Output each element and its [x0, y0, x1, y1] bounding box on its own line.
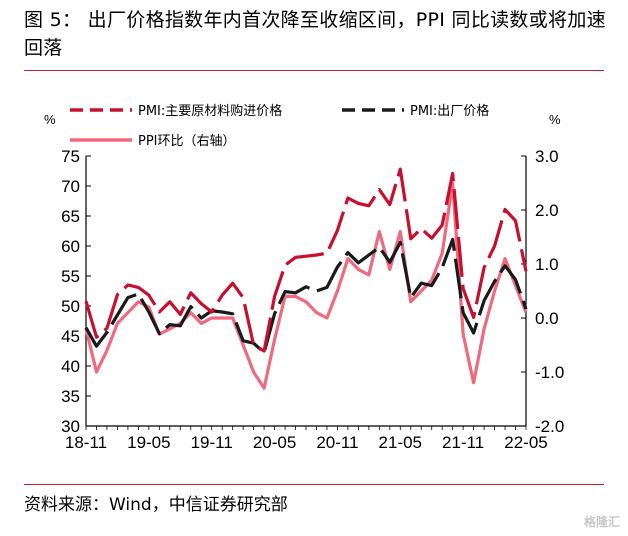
series-line-raw-material-price — [84, 167, 528, 353]
right-tick-label: 1.0 — [535, 255, 559, 274]
axes: 30 35 40 45 50 55 60 65 70 75 -2.0 -1.0 0.0 1.0 2.0 3.0… — [61, 147, 564, 452]
x-tick-label: 18-11 — [65, 433, 107, 452]
left-tick-label: 30 — [61, 417, 80, 436]
legend-label-ppi-mom: PPI环比（右轴） — [138, 134, 236, 149]
x-tick-label: 19-11 — [191, 433, 233, 452]
watermark-logo: 格隆汇 — [583, 515, 620, 529]
left-axis-unit: % — [44, 112, 56, 127]
left-tick-label: 70 — [61, 177, 80, 196]
source-divider — [24, 484, 604, 485]
source-note: 资料来源：Wind，中信证券研究部 — [24, 495, 288, 515]
chart-title: 图 5： 出厂价格指数年内首次降至收缩区间，PPI 同比读数或将加速回落 — [24, 9, 606, 59]
left-tick-label: 75 — [61, 147, 80, 166]
x-tick-label: 21-11 — [442, 433, 484, 452]
right-tick-label: 3.0 — [535, 147, 559, 166]
right-tick-label: 0.0 — [535, 309, 559, 328]
left-tick-label: 65 — [61, 207, 80, 226]
line-chart: PMI:主要原材料购进价格 PMI:出厂价格 PPI环比（右轴） % % 303… — [44, 103, 564, 452]
right-tick-label: -2.0 — [535, 417, 564, 436]
x-tick-label: 22-05 — [504, 433, 547, 452]
left-tick-label: 60 — [61, 237, 80, 256]
x-tick-label: 21-05 — [379, 433, 422, 452]
right-tick-label: 2.0 — [535, 201, 559, 220]
left-tick-label: 40 — [61, 357, 80, 376]
left-tick-label: 35 — [61, 387, 80, 406]
series-line-factory-price — [84, 237, 528, 355]
left-tick-label: 45 — [61, 327, 80, 346]
x-tick-label: 20-05 — [253, 433, 296, 452]
title-divider — [24, 70, 604, 71]
left-tick-label: 50 — [61, 297, 80, 316]
x-tick-label: 20-11 — [316, 433, 358, 452]
legend-label-raw-material-price: PMI:主要原材料购进价格 — [138, 103, 282, 119]
x-tick-label: 19-05 — [127, 433, 170, 452]
right-axis-unit: % — [549, 112, 561, 127]
right-tick-label: -1.0 — [535, 363, 564, 382]
left-tick-label: 55 — [61, 267, 80, 286]
legend: PMI:主要原材料购进价格 PMI:出厂价格 PPI环比（右轴） — [70, 103, 489, 149]
legend-label-factory-price: PMI:出厂价格 — [410, 103, 489, 119]
series-lines — [84, 167, 528, 390]
